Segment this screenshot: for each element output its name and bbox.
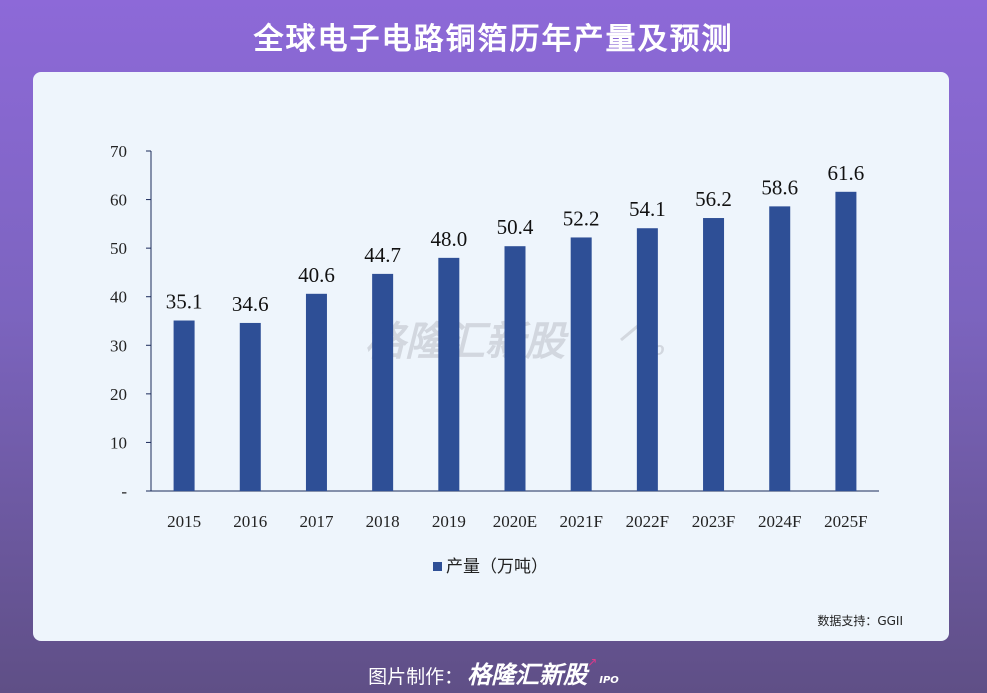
x-tick-label: 2020E xyxy=(493,512,537,531)
data-label: 58.6 xyxy=(761,175,798,199)
y-tick-label: 70 xyxy=(110,142,127,161)
x-tick-label: 2019 xyxy=(432,512,466,531)
bar xyxy=(835,191,857,492)
footer-label: 图片制作： xyxy=(368,666,464,688)
bar xyxy=(305,293,327,491)
bar xyxy=(239,322,261,491)
x-tick-label: 2023F xyxy=(692,512,735,531)
data-label: 44.7 xyxy=(364,243,401,267)
footer-brand: 格隆汇新股 xyxy=(467,661,588,689)
bar xyxy=(636,228,658,491)
data-label: 61.6 xyxy=(828,161,865,185)
y-tick-label: 20 xyxy=(110,385,127,404)
watermark: 格隆汇新股 IPO xyxy=(365,318,664,365)
bar xyxy=(173,320,195,491)
x-tick-label: 2016 xyxy=(233,512,267,531)
legend: 产量（万吨） xyxy=(433,557,548,577)
data-label: 40.6 xyxy=(298,263,335,287)
bar xyxy=(438,257,460,491)
bar xyxy=(570,237,592,491)
legend-label: 产量（万吨） xyxy=(446,557,548,577)
data-label: 56.2 xyxy=(695,187,732,211)
y-tick-label: 50 xyxy=(110,239,127,258)
y-tick-label: 60 xyxy=(110,191,127,210)
data-label: 35.1 xyxy=(166,290,203,314)
legend-swatch xyxy=(433,562,442,571)
source-note: 数据支持：GGII xyxy=(817,614,903,628)
footer: 图片制作： 格隆汇新股↗IPO xyxy=(0,655,987,690)
watermark-brand: 格隆汇新股 xyxy=(365,319,569,365)
data-label: 50.4 xyxy=(497,215,534,239)
chart-card: 格隆汇新股 IPO - 10 20 30 40 50 60 70 35.1 2015 34.6 20… xyxy=(33,72,949,641)
x-tick-label: 2022F xyxy=(626,512,669,531)
y-tick-label: 40 xyxy=(110,288,127,307)
bar-chart: 格隆汇新股 IPO - 10 20 30 40 50 60 70 35.1 2015 34.6 20… xyxy=(110,142,879,577)
x-tick-label: 2025F xyxy=(824,512,867,531)
x-tick-label: 2018 xyxy=(366,512,400,531)
x-tick-label: 2015 xyxy=(167,512,201,531)
data-label: 34.6 xyxy=(232,292,269,316)
footer-arrow-icon: ↗ xyxy=(587,655,598,669)
y-tick-label: 30 xyxy=(110,336,127,355)
page-title: 全球电子电路铜箔历年产量及预测 xyxy=(253,22,734,57)
x-tick-label: 2024F xyxy=(758,512,801,531)
y-tick-label: 10 xyxy=(110,433,127,452)
bar xyxy=(504,246,526,491)
data-label: 54.1 xyxy=(629,197,666,221)
footer-ipo: IPO xyxy=(599,675,619,686)
bar xyxy=(372,273,394,491)
x-tick-label: 2017 xyxy=(299,512,334,531)
bar xyxy=(769,206,791,491)
data-label: 52.2 xyxy=(563,206,600,230)
data-label: 48.0 xyxy=(430,227,467,251)
bar xyxy=(703,218,725,491)
x-tick-label: 2021F xyxy=(559,512,602,531)
y-tick-label: - xyxy=(121,482,127,501)
